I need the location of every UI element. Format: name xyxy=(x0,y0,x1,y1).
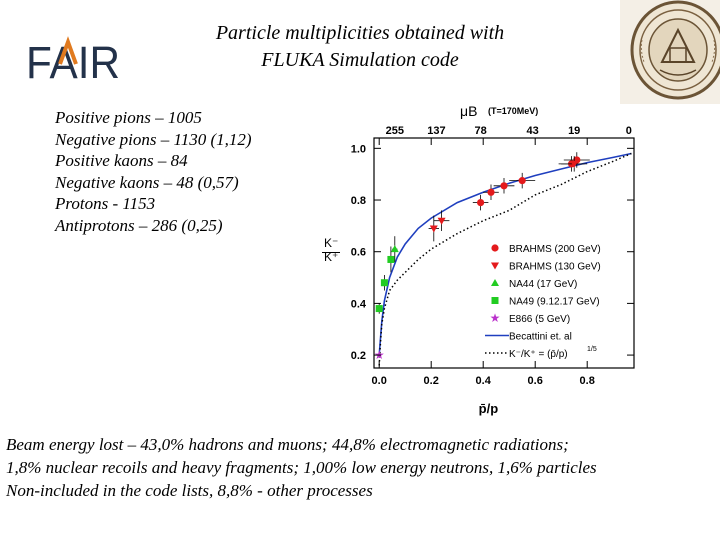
top-axis-label: μB xyxy=(460,103,477,119)
data-point xyxy=(380,279,388,287)
summary-line: Non-included in the code lists, 8,8% - o… xyxy=(6,481,373,500)
x-tick-label: 0.4 xyxy=(476,375,492,387)
top-axis-note: (T=170MeV) xyxy=(488,106,538,116)
top-tick-label: 137 xyxy=(427,125,445,137)
data-point xyxy=(375,305,383,313)
data-point xyxy=(570,160,579,168)
plot-frame xyxy=(373,137,635,369)
list-item: Protons - 1153 xyxy=(55,194,156,213)
data-point xyxy=(390,245,399,253)
data-point xyxy=(437,217,446,225)
y-tick-label: 1.0 xyxy=(351,143,366,155)
axes: 0.0 0.2 0.4 0.6 0.8 0.2 0.4 0.6 0.8 1.0 255 137 78 43… xyxy=(322,103,634,416)
legend-label: Becattini et. al xyxy=(509,332,572,343)
data-point xyxy=(477,199,485,207)
list-item: Antiprotons – 286 (0,25) xyxy=(55,215,223,235)
chart-legend: BRAHMS (200 GeV) BRAHMS (130 GeV) NA44 (17… xyxy=(485,244,601,360)
x-tick-label: 0.6 xyxy=(528,375,543,387)
y-axis-label-top: K⁻ xyxy=(324,236,338,250)
legend-marker xyxy=(491,244,499,252)
x-tick-label: 0.0 xyxy=(372,375,387,387)
legend-label: BRAHMS (200 GeV) xyxy=(509,244,601,255)
x-tick-label: 0.2 xyxy=(424,375,439,387)
data-point xyxy=(429,225,438,233)
title-line-2: FLUKA Simulation code xyxy=(261,49,459,71)
legend-label: K⁻/K⁺ = (p̄/p) xyxy=(509,349,568,360)
top-tick-label: 0 xyxy=(626,125,632,137)
fair-logo: FAIR xyxy=(26,36,120,84)
legend-label: E866 (5 GeV) xyxy=(509,314,570,325)
energy-summary: Beam energy lost – 43,0% hadrons and muo… xyxy=(6,433,718,502)
summary-line: Beam energy lost – 43,0% hadrons and muo… xyxy=(6,435,569,454)
legend-label: NA49 (9.12.17 GeV) xyxy=(509,297,600,308)
plot-border xyxy=(373,137,635,369)
y-tick-label: 0.6 xyxy=(351,247,366,259)
top-tick-label: 255 xyxy=(386,125,404,137)
top-tick-label: 78 xyxy=(474,125,486,137)
top-tick-label: 19 xyxy=(568,125,580,137)
data-point xyxy=(500,182,508,190)
legend-label: BRAHMS (130 GeV) xyxy=(509,262,601,273)
kaon-ratio-chart: ★ 0.0 0.2 0.4 0.6 0.8 0.2 0.4 0.6 0.8 1.0 255 137 78… xyxy=(322,103,635,416)
top-tick-label: 43 xyxy=(526,125,538,137)
y-tick-label: 0.2 xyxy=(351,350,366,362)
legend-marker xyxy=(491,297,499,304)
title-line-1: Particle multiplicities obtained with xyxy=(215,22,505,44)
summary-line: 1,8% nuclear recoils and heavy fragments… xyxy=(6,458,597,477)
legend-marker xyxy=(491,279,499,286)
list-item: Positive kaons – 84 xyxy=(55,151,188,170)
data-point xyxy=(518,177,526,185)
fair-logo-accent xyxy=(58,36,78,65)
x-axis-label: p̄/p xyxy=(479,401,499,416)
legend-label: NA44 (17 GeV) xyxy=(509,279,577,290)
multiplicity-list: Positive pions – 1005 Negative pions – 1… xyxy=(55,107,252,236)
x-tick-label: 0.8 xyxy=(580,375,595,387)
list-item: Negative pions – 1130 (1,12) xyxy=(55,129,252,149)
y-tick-label: 0.4 xyxy=(351,298,367,310)
list-item: Negative kaons – 48 (0,57) xyxy=(55,172,239,192)
legend-marker xyxy=(491,262,499,270)
legend-exponent: 1/5 xyxy=(587,346,597,353)
page-title: Particle multiplicities obtained with FL… xyxy=(150,20,570,74)
legend-marker: ★ xyxy=(490,311,501,325)
list-item: Positive pions – 1005 xyxy=(55,108,202,127)
data-point xyxy=(387,255,395,263)
institute-seal xyxy=(620,0,720,104)
data-point xyxy=(487,188,495,196)
y-axis-label-bottom: K⁺ xyxy=(324,250,338,264)
y-tick-label: 0.8 xyxy=(351,195,366,207)
